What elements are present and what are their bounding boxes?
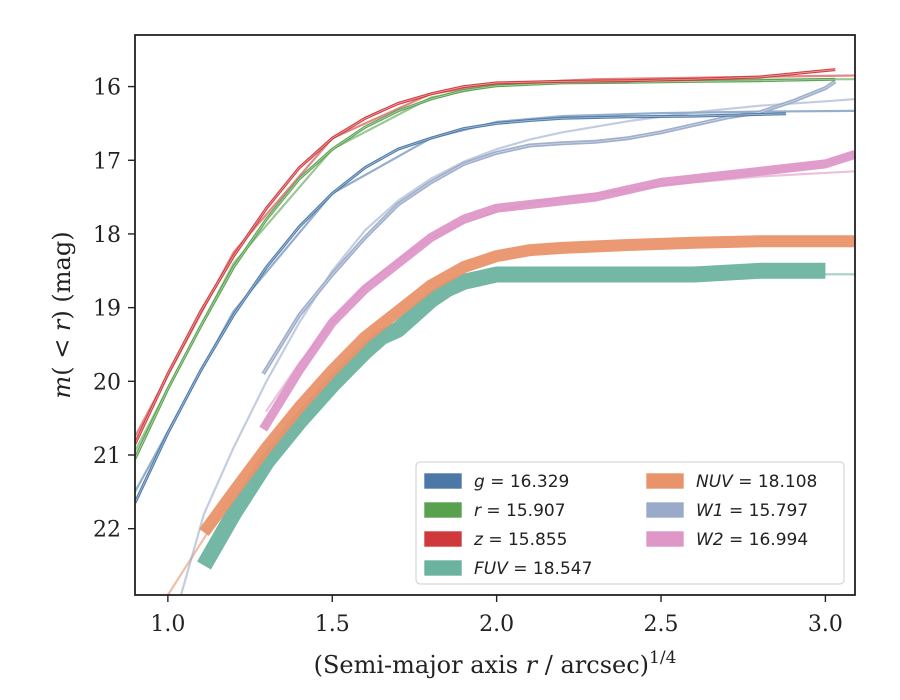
legend-swatch [423, 472, 463, 490]
x-tick-label: 3.0 [808, 612, 843, 637]
legend: g = 16.329 r = 15.907 z = 15.855 FUV = 18.5… [415, 461, 845, 585]
legend-box [415, 461, 845, 585]
legend-item-w1: W1 = 15.797 [645, 501, 808, 521]
series-highlight-z [135, 69, 836, 445]
model-curve-w2 [265, 170, 855, 412]
series-z [135, 68, 836, 445]
y-tick-label: 17 [93, 149, 121, 174]
axes: 1.0 1.5 2.0 2.5 3.0 16 17 18 19 20 21 22 [93, 76, 843, 637]
legend-swatch [423, 530, 463, 548]
y-tick-label: 16 [93, 76, 121, 101]
legend-item-z: z = 15.855 [423, 530, 567, 550]
legend-swatch [423, 559, 463, 577]
x-tick-label: 2.0 [479, 612, 514, 637]
series-highlight-g [135, 113, 787, 504]
series-fuv [197, 262, 826, 570]
legend-swatch [645, 501, 685, 519]
series-w2 [259, 150, 855, 432]
legend-label: W2 = 16.994 [696, 530, 808, 550]
legend-swatch [645, 472, 685, 490]
legend-item-fuv: FUV = 18.547 [423, 559, 592, 579]
legend-label: NUV = 18.108 [696, 472, 817, 492]
y-tick-label: 21 [93, 444, 121, 469]
legend-label: r = 15.907 [474, 501, 566, 521]
legend-label: g = 16.329 [474, 472, 569, 492]
legend-item-w2: W2 = 16.994 [645, 530, 808, 550]
legend-item-r: r = 15.907 [423, 501, 566, 521]
series-line-fuv [197, 262, 826, 570]
y-axis-label: m( < r) (mag) [48, 231, 76, 398]
series-line-w2 [259, 150, 855, 432]
series-w1 [261, 79, 837, 375]
series-line-nuv [199, 235, 855, 536]
x-tick-label: 2.5 [644, 612, 679, 637]
plot-area [135, 68, 855, 595]
legend-swatch [645, 530, 685, 548]
legend-label: z = 15.855 [473, 530, 567, 550]
y-tick-label: 18 [93, 223, 121, 248]
model-curve-w1 [179, 97, 855, 595]
series-r [135, 77, 836, 460]
y-tick-label: 20 [93, 370, 121, 395]
legend-item-nuv: NUV = 18.108 [645, 472, 817, 492]
y-tick-label: 19 [93, 297, 121, 322]
legend-label: W1 = 15.797 [696, 501, 808, 521]
plot-frame [134, 34, 856, 596]
series-line-g [135, 112, 787, 504]
legend-item-g: g = 16.329 [423, 472, 569, 492]
data-curves [135, 68, 855, 570]
x-tick-label: 1.5 [315, 612, 350, 637]
y-tick-label: 22 [93, 518, 121, 543]
series-g [135, 112, 787, 504]
series-highlight-r [135, 78, 836, 459]
x-axis-label: (Semi-major axis r / arcsec)1/4 [314, 648, 677, 679]
series-nuv [199, 235, 855, 536]
legend-label: FUV = 18.547 [474, 559, 592, 579]
legend-swatch [423, 501, 463, 519]
series-highlight-w1 [262, 81, 836, 375]
x-tick-label: 1.0 [150, 612, 185, 637]
series-line-w1 [261, 79, 837, 375]
